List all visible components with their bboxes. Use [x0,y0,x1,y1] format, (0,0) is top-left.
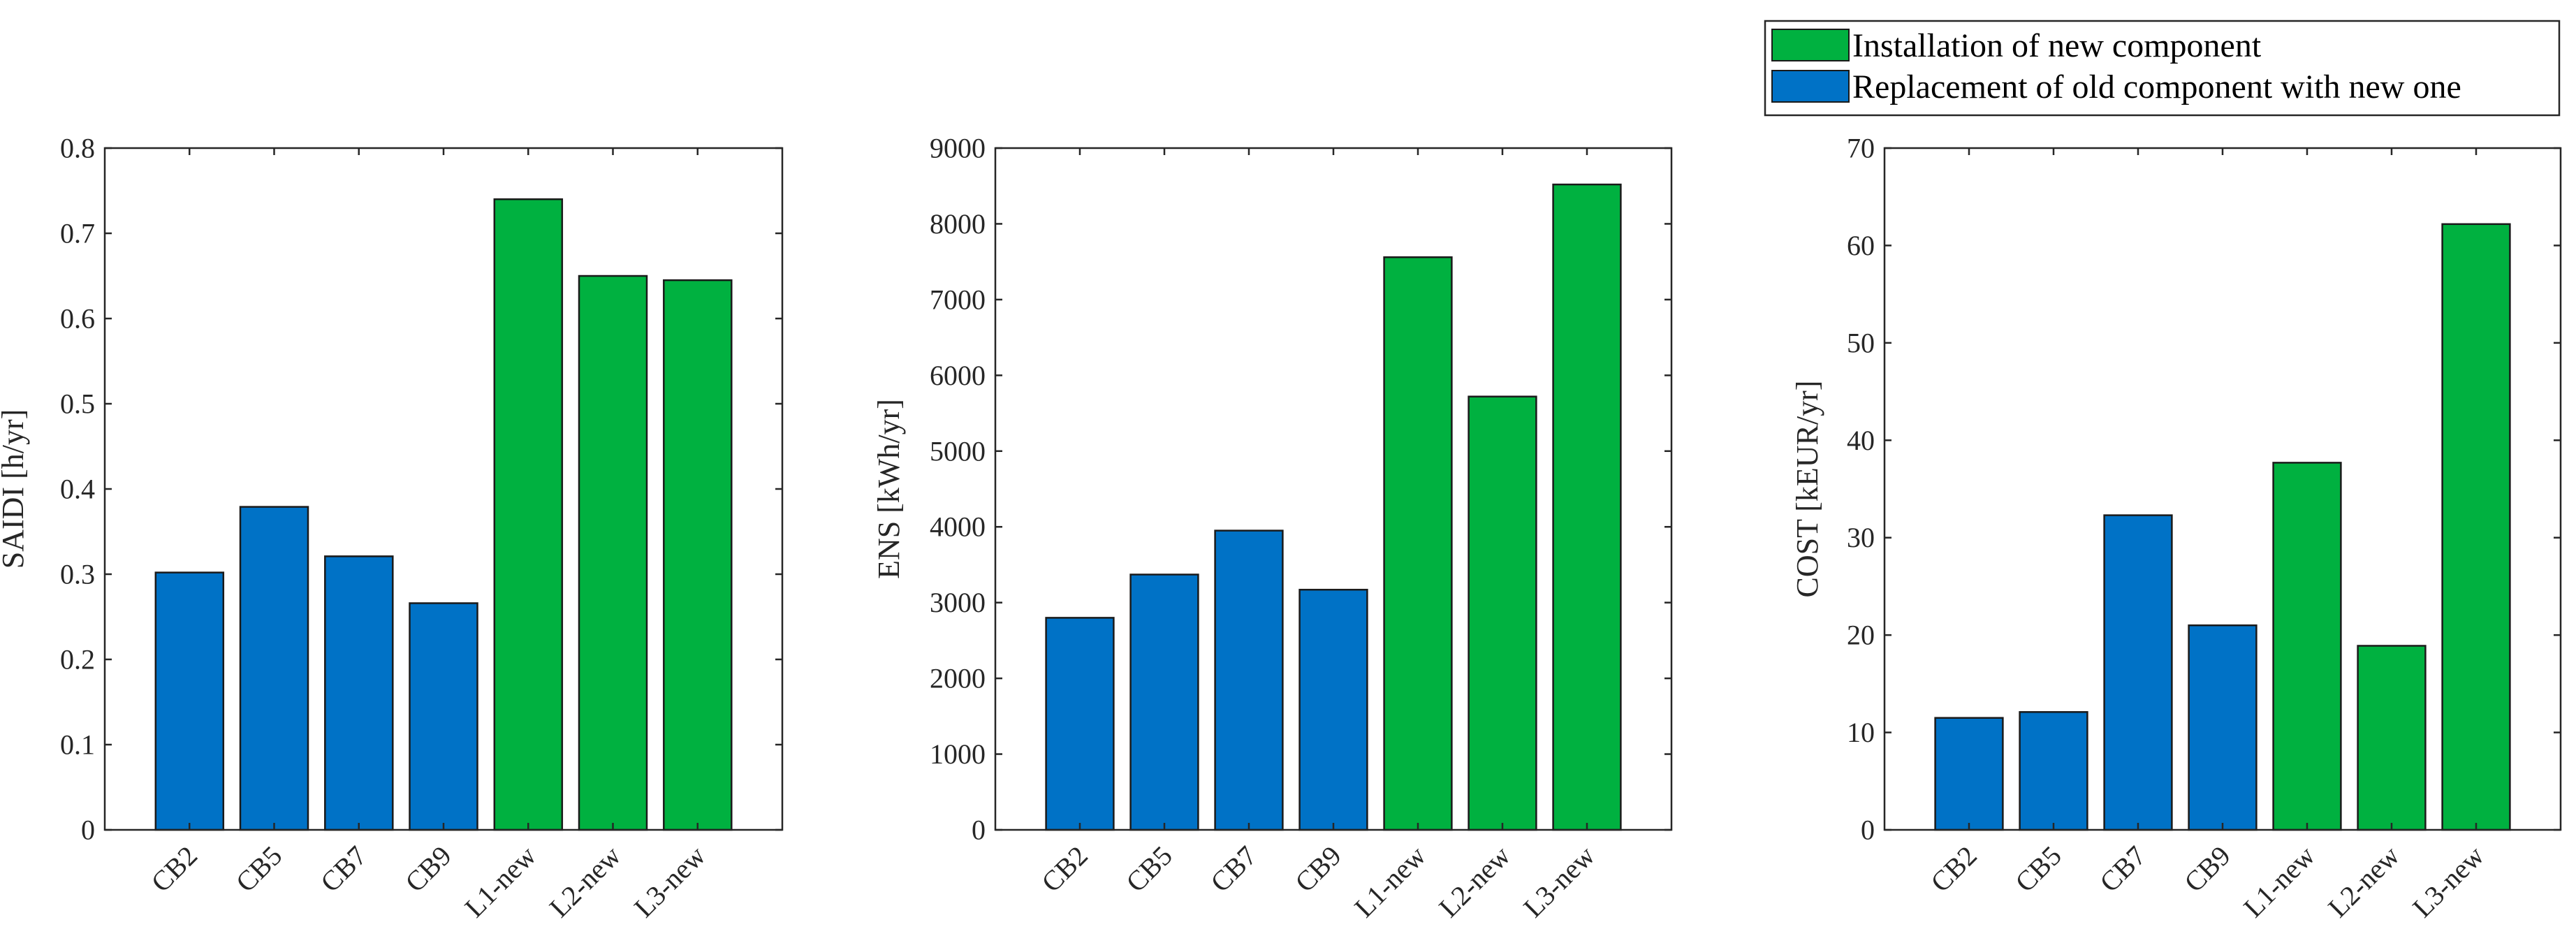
ens-ytick-label: 8000 [930,208,986,240]
saidi-ytick-label: 0.7 [60,218,95,249]
cost-ytick-label: 70 [1847,133,1875,164]
cost-bar-l2-new [2357,645,2427,831]
ens-bar-l1-new [1383,256,1453,831]
ens-bar-cb5 [1129,573,1199,831]
legend-label-installation: Installation of new component [1852,27,2262,64]
ens-xtick-label: L3-new [1517,840,1601,923]
cost-bar-l3-new [2441,223,2511,831]
ens-bar-l3-new [1552,183,1622,831]
cost-ylabel: COST [kEUR/yr] [1790,381,1824,598]
cost-ytick-label: 40 [1847,425,1875,456]
ens-xtick-label: CB9 [1289,840,1347,898]
saidi-xtick-label: CB7 [314,840,373,898]
ens-ytick-label: 7000 [930,284,986,315]
ens-ytick-label: 6000 [930,360,986,391]
saidi-ytick-label: 0 [81,814,95,846]
saidi-ytick-label: 0.5 [60,388,95,420]
legend-box [1764,20,2561,117]
cost-ytick-label: 10 [1847,717,1875,748]
cost-xtick-label: CB2 [1924,840,1983,898]
saidi-xtick-label: L2-new [543,840,627,923]
cost-bar-cb9 [2188,624,2257,831]
ens-bar-cb7 [1214,529,1284,831]
saidi-ytick-label: 0.1 [60,729,95,761]
ens-xtick-label: L2-new [1433,840,1516,923]
saidi-xtick-label: CB2 [145,840,203,898]
saidi-ytick-label: 0.4 [60,474,95,505]
saidi-axes-frame [103,147,784,831]
cost-ytick-label: 0 [1861,814,1875,846]
cost-bar-l1-new [2272,462,2342,831]
ens-ytick-label: 2000 [930,663,986,694]
saidi-xtick-label: CB5 [230,840,288,898]
saidi-ytick-label: 0.2 [60,644,95,675]
legend-swatch-installation [1771,29,1850,61]
saidi-ytick-label: 0.6 [60,303,95,335]
saidi-bar-l1-new [493,198,564,831]
cost-ytick-label: 30 [1847,522,1875,553]
saidi-bar-l3-new [663,279,733,831]
ens-xtick-label: CB5 [1120,840,1178,898]
ens-ylabel: ENS [kWh/yr] [872,399,906,579]
ens-ytick-label: 5000 [930,435,986,467]
ens-ytick-label: 0 [972,814,986,846]
cost-xtick-label: CB7 [2093,840,2152,898]
ens-ytick-label: 1000 [930,738,986,770]
saidi-bar-cb2 [154,571,225,831]
ens-xtick-label: CB2 [1035,840,1094,898]
saidi-ylabel: SAIDI [h/yr] [0,409,30,569]
cost-ytick-label: 20 [1847,620,1875,651]
cost-ytick-label: 50 [1847,327,1875,358]
ens-xtick-label: CB7 [1204,840,1263,898]
ens-axes-frame [994,147,1673,831]
saidi-bar-l2-new [578,275,648,831]
cost-xtick-label: CB9 [2178,840,2237,898]
legend-swatch-replacement [1771,70,1850,103]
cost-axes-frame [1883,147,2562,831]
cost-bar-cb7 [2103,514,2173,831]
saidi-ytick-label: 0.3 [60,559,95,590]
saidi-ytick-label: 0.8 [60,133,95,164]
chart-ens: CB2 CB5 CB7 CB9 L1-new L2-new L3-new 0 1000 2000 3… [872,133,1673,923]
legend: Installation of new component Replacemen… [1764,20,2561,117]
cost-bar-cb5 [2019,711,2088,831]
saidi-xtick-label: L1-new [458,840,542,923]
cost-xtick-label: L2-new [2322,840,2406,923]
chart-cost: CB2 CB5 CB7 CB9 L1-new L2-new L3-new 0 10 20 30 40 5… [1790,133,2562,923]
chart-saidi: CB2 CB5 CB7 CB9 L1-new L2-new L3-new 0 0.1 0.2 0.3… [0,133,784,923]
ens-bar-l2-new [1468,395,1537,831]
ens-bar-cb2 [1045,617,1115,831]
saidi-xtick-label: L3-new [628,840,712,923]
ens-xtick-label: L1-new [1348,840,1432,923]
ens-ytick-label: 4000 [930,511,986,543]
saidi-xtick-label: CB9 [399,840,458,898]
saidi-bar-cb9 [409,602,478,831]
legend-label-replacement: Replacement of old component with new on… [1852,68,2461,105]
ens-ytick-label: 9000 [930,133,986,164]
cost-ytick-label: 60 [1847,230,1875,261]
cost-xtick-label: CB5 [2009,840,2068,898]
cost-xtick-label: L1-new [2237,840,2321,923]
cost-xtick-label: L3-new [2406,840,2490,923]
cost-bar-cb2 [1934,717,2004,831]
ens-bar-cb9 [1298,588,1368,831]
saidi-bar-cb7 [324,555,394,831]
ens-ytick-label: 3000 [930,587,986,618]
saidi-bar-cb5 [239,506,309,831]
